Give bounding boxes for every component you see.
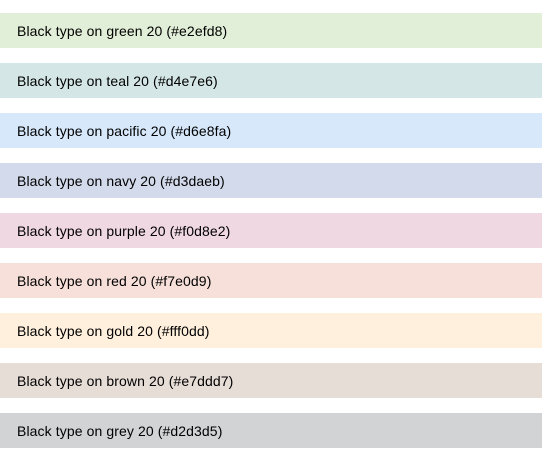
swatch-gold-20: Black type on gold 20 (#fff0dd) [0,313,542,348]
swatch-brown-20: Black type on brown 20 (#e7ddd7) [0,363,542,398]
swatch-pacific-20: Black type on pacific 20 (#d6e8fa) [0,113,542,148]
swatch-purple-20: Black type on purple 20 (#f0d8e2) [0,213,542,248]
swatch-label: Black type on red 20 (#f7e0d9) [17,272,212,289]
swatch-grey-20: Black type on grey 20 (#d2d3d5) [0,413,542,448]
swatch-label: Black type on green 20 (#e2efd8) [17,22,228,39]
swatch-red-20: Black type on red 20 (#f7e0d9) [0,263,542,298]
swatch-label: Black type on teal 20 (#d4e7e6) [17,72,218,89]
color-swatch-list: Black type on green 20 (#e2efd8) Black t… [0,13,542,463]
swatch-label: Black type on pacific 20 (#d6e8fa) [17,122,232,139]
swatch-label: Black type on grey 20 (#d2d3d5) [17,422,223,439]
swatch-label: Black type on navy 20 (#d3daeb) [17,172,225,189]
swatch-label: Black type on gold 20 (#fff0dd) [17,322,210,339]
swatch-green-20: Black type on green 20 (#e2efd8) [0,13,542,48]
swatch-label: Black type on purple 20 (#f0d8e2) [17,222,231,239]
swatch-teal-20: Black type on teal 20 (#d4e7e6) [0,63,542,98]
swatch-label: Black type on brown 20 (#e7ddd7) [17,372,234,389]
swatch-navy-20: Black type on navy 20 (#d3daeb) [0,163,542,198]
